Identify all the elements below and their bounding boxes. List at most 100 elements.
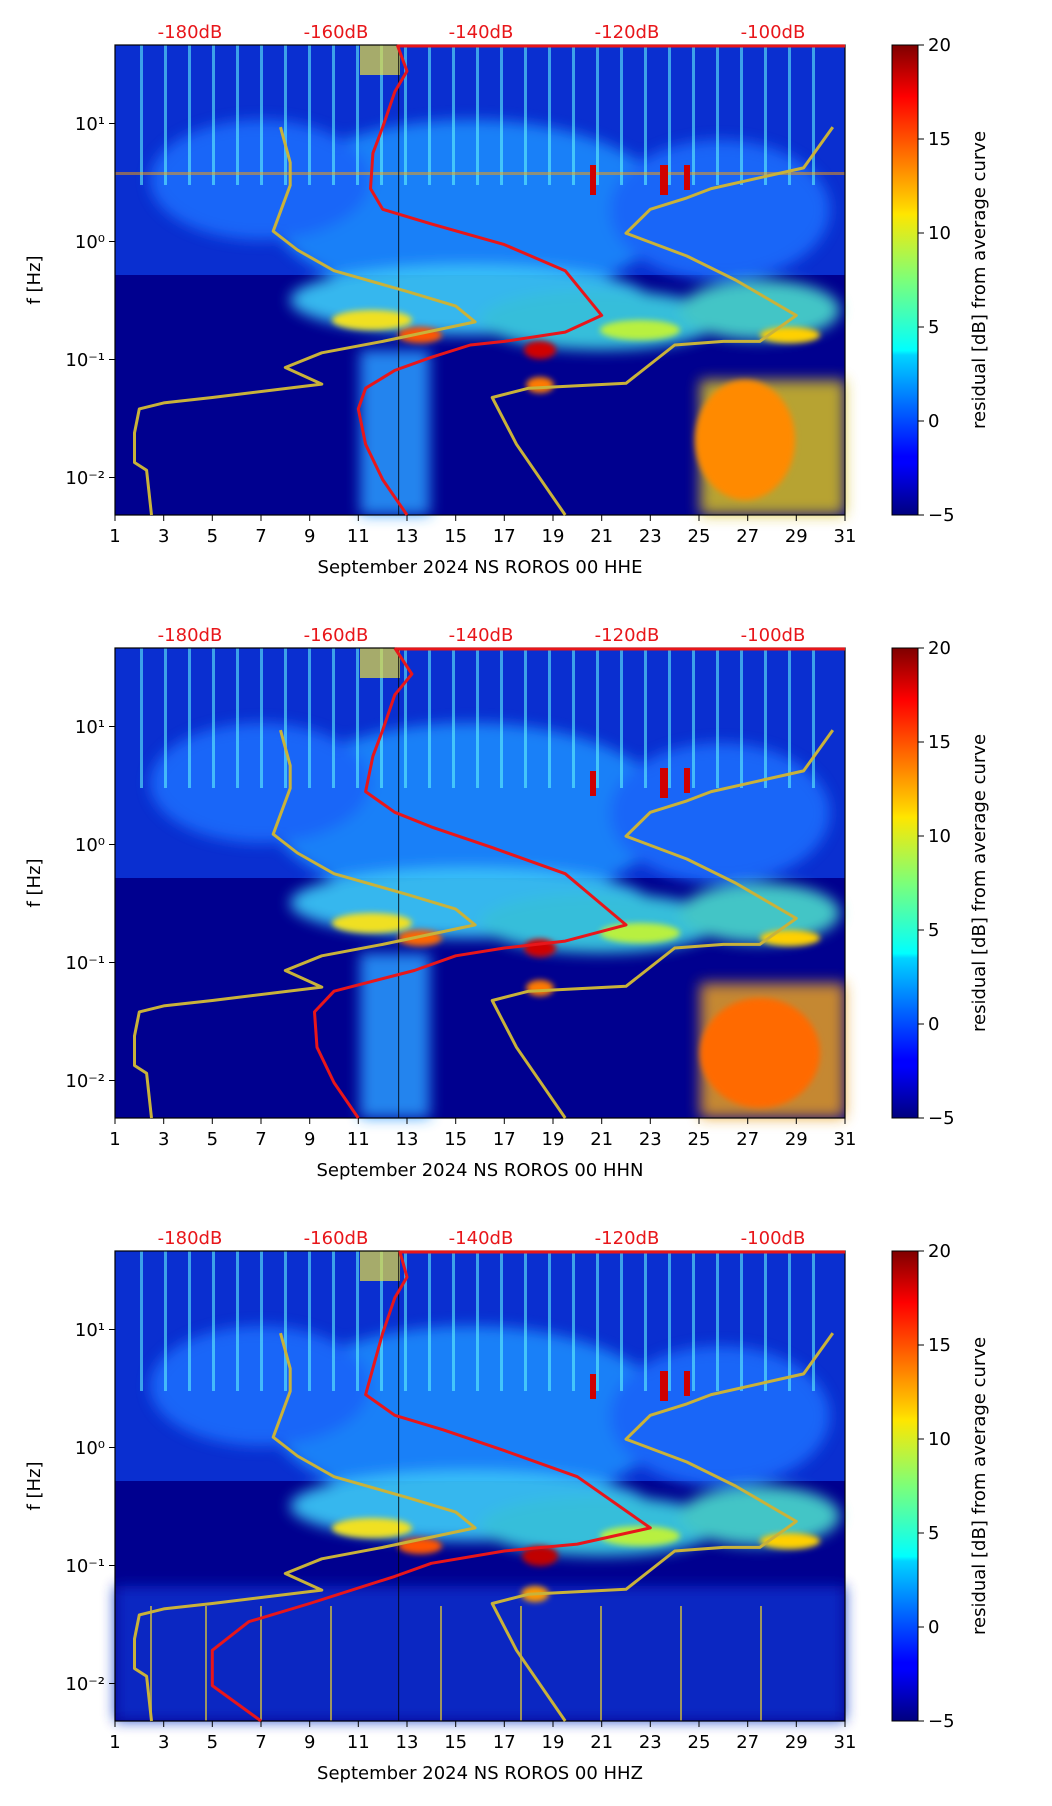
y-axis-label: f [Hz] (24, 1461, 45, 1510)
x-tick-label: 5 (207, 1732, 218, 1753)
db-label: -160dB (304, 1228, 369, 1249)
reference-curve-2 (490, 126, 835, 516)
colorbar-tick-label: 10 (928, 223, 951, 244)
x-tick-label: 29 (785, 1732, 808, 1753)
y-tick-label: 10⁻¹ (65, 1556, 105, 1577)
x-tick-label: 11 (347, 1732, 370, 1753)
x-axis-tick-labels: 1 3 5 7 9 11 13 15 17 19 21 23 25 27 29 … (109, 1732, 856, 1753)
x-tick-label: 13 (396, 1732, 419, 1753)
colorbar-tick-label: 20 (928, 1241, 951, 1262)
x-tick-label: 7 (255, 1129, 266, 1150)
db-label: -180dB (158, 1228, 223, 1249)
x-tick-label: 25 (688, 1732, 711, 1753)
x-tick-label: 27 (736, 1129, 759, 1150)
colorbar-tick-label: 15 (928, 129, 951, 150)
x-tick-label: 19 (542, 1732, 565, 1753)
db-label: -140dB (449, 1228, 514, 1249)
colorbar: −5 0 5 10 15 20 residual [dB] from avera… (891, 638, 990, 1129)
db-label: -180dB (158, 625, 223, 646)
y-axis-ticks (109, 726, 115, 1081)
psd-curve-red (356, 44, 604, 516)
colorbar-tick-label: 15 (928, 1335, 951, 1356)
x-tick-label: 29 (785, 526, 808, 547)
colorbar-tick-label: 20 (928, 638, 951, 659)
x-tick-label: 19 (542, 526, 565, 547)
y-axis-tick-labels: 10⁻² 10⁻¹ 10⁰ 10¹ (65, 1320, 105, 1695)
colorbar-tick-label: 0 (928, 1617, 939, 1638)
y-tick-label: 10⁻² (65, 468, 105, 489)
colorbar-tick-label: 5 (928, 920, 939, 941)
colorbar-label: residual [dB] from average curve (969, 1337, 990, 1635)
x-tick-label: 9 (304, 1129, 315, 1150)
reference-curve-2 (490, 1332, 835, 1722)
y-tick-label: 10¹ (75, 717, 105, 738)
db-label: -160dB (304, 22, 369, 43)
y-tick-label: 10⁻¹ (65, 953, 105, 974)
x-tick-label: 23 (639, 1129, 662, 1150)
db-label: -100dB (741, 625, 806, 646)
y-axis-ticks (109, 1329, 115, 1684)
psd-curve-red (313, 647, 628, 1119)
y-axis-label: f [Hz] (24, 858, 45, 907)
x-axis-ticks (114, 515, 846, 521)
y-tick-label: 10⁻¹ (65, 350, 105, 371)
db-label: -120dB (595, 1228, 660, 1249)
x-tick-label: 25 (688, 526, 711, 547)
x-tick-label: 3 (158, 1129, 169, 1150)
x-tick-label: 17 (493, 1129, 516, 1150)
y-tick-label: 10¹ (75, 1320, 105, 1341)
x-tick-label: 5 (207, 1129, 218, 1150)
x-tick-label: 23 (639, 1732, 662, 1753)
x-tick-label: 21 (590, 1129, 613, 1150)
top-db-labels: -180dB -160dB -140dB -120dB -100dB (158, 1228, 806, 1249)
x-tick-label: 7 (255, 1732, 266, 1753)
reference-curve-1 (133, 126, 477, 516)
x-tick-label: 31 (834, 1129, 857, 1150)
y-axis-tick-labels: 10⁻² 10⁻¹ 10⁰ 10¹ (65, 717, 105, 1092)
x-axis-label: September 2024 NS ROROS 00 HHN (316, 1160, 643, 1181)
psd-curves (133, 647, 845, 1119)
colorbar-tick-label: 15 (928, 732, 951, 753)
colorbar-label: residual [dB] from average curve (969, 734, 990, 1032)
colorbar-tick-label: −5 (928, 1711, 955, 1732)
colorbar: −5 0 5 10 15 20 residual [dB] from avera… (891, 1241, 990, 1732)
x-tick-label: 27 (736, 526, 759, 547)
colorbar-tick-label: 10 (928, 1429, 951, 1450)
colorbar: −5 0 5 10 15 20 residual [dB] from avera… (891, 35, 990, 526)
panel-hhz: 1 3 5 7 9 11 13 15 17 19 21 23 25 27 29 … (24, 1228, 990, 1784)
x-tick-label: 13 (396, 526, 419, 547)
db-label: -100dB (741, 22, 806, 43)
x-tick-label: 25 (688, 1129, 711, 1150)
x-tick-label: 29 (785, 1129, 808, 1150)
panel-hhn: 1 3 5 7 9 11 13 15 17 19 21 23 25 27 29 … (24, 625, 990, 1181)
top-db-labels: -180dB -160dB -140dB -120dB -100dB (158, 625, 806, 646)
psd-curves (133, 44, 845, 516)
x-tick-label: 1 (109, 1732, 120, 1753)
psd-curve-red (210, 1250, 652, 1723)
x-tick-label: 3 (158, 1732, 169, 1753)
db-label: -180dB (158, 22, 223, 43)
x-tick-label: 21 (590, 526, 613, 547)
x-tick-label: 9 (304, 526, 315, 547)
y-axis-tick-labels: 10⁻² 10⁻¹ 10⁰ 10¹ (65, 114, 105, 489)
x-tick-label: 23 (639, 526, 662, 547)
x-axis-label: September 2024 NS ROROS 00 HHE (318, 557, 643, 578)
x-tick-label: 11 (347, 1129, 370, 1150)
reference-curve-1 (133, 1332, 477, 1722)
y-tick-label: 10⁰ (75, 232, 105, 253)
psd-curves (133, 1250, 845, 1723)
colorbar-tick-label: 20 (928, 35, 951, 56)
db-label: -140dB (449, 625, 514, 646)
colorbar-tick-label: −5 (928, 1108, 955, 1129)
panel-hhe: 1 3 5 7 9 11 13 15 17 19 21 23 25 27 29 … (24, 22, 990, 578)
y-tick-label: 10⁰ (75, 835, 105, 856)
x-tick-label: 21 (590, 1732, 613, 1753)
x-axis-tick-labels: 1 3 5 7 9 11 13 15 17 19 21 23 25 27 29 … (109, 1129, 856, 1150)
y-tick-label: 10⁻² (65, 1071, 105, 1092)
x-tick-label: 17 (493, 526, 516, 547)
colorbar-tick-label: 5 (928, 317, 939, 338)
x-tick-label: 5 (207, 526, 218, 547)
x-tick-label: 17 (493, 1732, 516, 1753)
db-label: -120dB (595, 625, 660, 646)
